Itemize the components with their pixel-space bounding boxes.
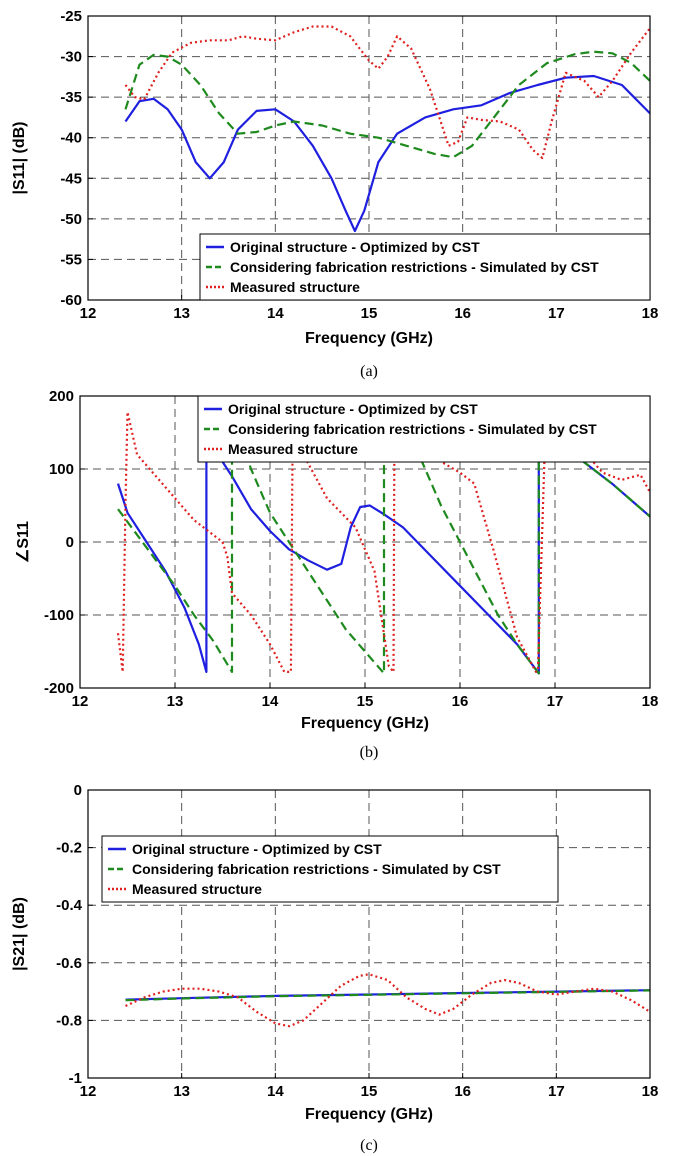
x-tick-label: 17 — [548, 305, 565, 322]
x-axis-label: Frequency (GHz) — [301, 715, 429, 732]
y-tick-label: 200 — [49, 388, 74, 405]
legend: Original structure - Optimized by CST Con… — [200, 234, 650, 300]
x-tick-label: 17 — [548, 1083, 565, 1100]
x-tick-label: 16 — [452, 693, 469, 710]
x-tick-label: 18 — [642, 693, 659, 710]
x-tick-label: 17 — [547, 693, 564, 710]
legend-entry-label: Original structure - Optimized by CST — [132, 841, 382, 857]
legend-entry-label: Original structure - Optimized by CST — [230, 239, 480, 255]
y-tick-label: -40 — [60, 130, 82, 147]
y-tick-label: -1 — [69, 1070, 82, 1087]
panel-caption: (b) — [360, 744, 379, 761]
y-tick-label: -60 — [60, 292, 82, 309]
panel-caption: (a) — [360, 363, 378, 380]
y-tick-label: 0 — [66, 534, 74, 551]
y-axis-label: |S11| (dB) — [11, 122, 28, 195]
series-line-fabrication — [126, 52, 651, 158]
y-tick-label: -55 — [60, 251, 82, 268]
legend: Original structure - Optimized by CST Con… — [102, 836, 558, 902]
y-tick-label: -50 — [60, 211, 82, 228]
y-tick-label: -30 — [60, 49, 82, 66]
x-tick-label: 13 — [173, 305, 190, 322]
y-tick-label: -35 — [60, 89, 82, 106]
x-tick-label: 18 — [642, 1083, 659, 1100]
y-axis-label: |S21| (dB) — [11, 897, 28, 971]
legend-entry-label: Original structure - Optimized by CST — [228, 401, 478, 417]
series-line-original — [126, 76, 651, 231]
legend: Original structure - Optimized by CST Con… — [198, 396, 650, 462]
x-tick-label: 14 — [267, 1083, 284, 1100]
legend-entry-label: Measured structure — [228, 441, 358, 457]
x-tick-label: 16 — [454, 1083, 471, 1100]
x-tick-label: 13 — [173, 1083, 190, 1100]
y-tick-label: -100 — [44, 607, 74, 624]
x-tick-label: 14 — [262, 693, 279, 710]
x-tick-label: 12 — [72, 693, 89, 710]
x-tick-label: 15 — [361, 305, 378, 322]
y-tick-label: -0.4 — [56, 897, 83, 914]
chart-panel-2: 12 13 14 15 16 17 18 -200 -100 0 100 200 Frequency (… — [15, 388, 658, 761]
chart-panel-3: 12 13 14 15 16 17 18 -1 -0.8 -0.6 -0.4 -0.2 0 Frequen… — [11, 782, 658, 1154]
legend-entry-label: Measured structure — [230, 279, 360, 295]
y-tick-label: -45 — [60, 170, 82, 187]
legend-entry-label: Considering fabrication restrictions - S… — [228, 421, 597, 437]
series-line-measured — [126, 974, 651, 1026]
legend-entry-label: Considering fabrication restrictions - S… — [132, 861, 501, 877]
x-tick-label: 18 — [642, 305, 659, 322]
x-axis-label: Frequency (GHz) — [305, 330, 433, 347]
panel-caption: (c) — [360, 1137, 378, 1154]
x-tick-label: 15 — [357, 693, 374, 710]
y-tick-label: 0 — [74, 782, 82, 799]
chart-panel-1: 12 13 14 15 16 17 18 -60 -55 -50 -45 -40 -35 -30 -25 Fr… — [11, 8, 658, 380]
y-tick-label: -200 — [44, 680, 74, 697]
y-axis-label: ∠S11 — [15, 521, 32, 563]
y-tick-label: -0.2 — [56, 840, 82, 857]
x-tick-label: 16 — [454, 305, 471, 322]
x-tick-label: 13 — [167, 693, 184, 710]
x-tick-label: 12 — [80, 1083, 97, 1100]
x-tick-label: 15 — [361, 1083, 378, 1100]
y-tick-label: -25 — [60, 8, 82, 25]
y-tick-label: -0.8 — [56, 1012, 82, 1029]
x-axis-label: Frequency (GHz) — [305, 1106, 433, 1123]
y-tick-label: -0.6 — [56, 955, 82, 972]
legend-entry-label: Considering fabrication restrictions - S… — [230, 259, 599, 275]
x-tick-label: 14 — [267, 305, 284, 322]
y-tick-label: 100 — [49, 461, 74, 478]
legend-entry-label: Measured structure — [132, 881, 262, 897]
x-tick-label: 12 — [80, 305, 97, 322]
